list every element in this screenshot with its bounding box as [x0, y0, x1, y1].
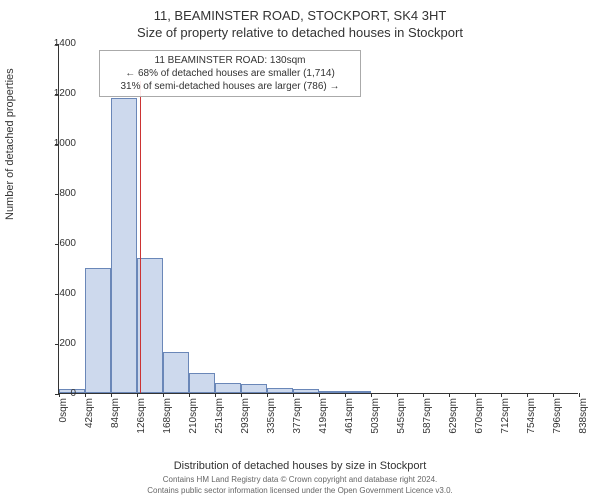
x-tick-label: 0sqm — [58, 398, 69, 438]
x-tick-label: 503sqm — [370, 398, 381, 438]
y-tick-label: 400 — [36, 288, 76, 299]
histogram-bar — [267, 388, 293, 394]
histogram-bar — [85, 268, 111, 393]
x-tick-label: 126sqm — [136, 398, 147, 438]
footer-line2: Contains public sector information licen… — [0, 486, 600, 496]
x-tick-label: 293sqm — [240, 398, 251, 438]
histogram-bar — [137, 258, 163, 393]
histogram-bar — [189, 373, 215, 393]
x-tick-mark — [267, 393, 268, 397]
x-tick-mark — [189, 393, 190, 397]
x-tick-mark — [423, 393, 424, 397]
y-tick-label: 1400 — [36, 38, 76, 49]
x-tick-mark — [137, 393, 138, 397]
x-tick-mark — [111, 393, 112, 397]
x-tick-mark — [215, 393, 216, 397]
histogram-bar — [215, 383, 241, 393]
x-tick-label: 377sqm — [292, 398, 303, 438]
x-tick-mark — [501, 393, 502, 397]
y-tick-label: 800 — [36, 188, 76, 199]
annotation-box: 11 BEAMINSTER ROAD: 130sqm← 68% of detac… — [99, 50, 361, 97]
chart-title-subtitle: Size of property relative to detached ho… — [0, 23, 600, 40]
x-tick-mark — [345, 393, 346, 397]
x-tick-mark — [241, 393, 242, 397]
y-tick-label: 1000 — [36, 138, 76, 149]
footer-attribution: Contains HM Land Registry data © Crown c… — [0, 475, 600, 496]
y-tick-label: 600 — [36, 238, 76, 249]
reference-line — [140, 81, 141, 394]
x-tick-label: 251sqm — [214, 398, 225, 438]
histogram-bar — [293, 389, 319, 393]
x-tick-label: 168sqm — [162, 398, 173, 438]
annotation-line: 11 BEAMINSTER ROAD: 130sqm — [106, 54, 354, 67]
footer-line1: Contains HM Land Registry data © Crown c… — [0, 475, 600, 485]
x-tick-label: 670sqm — [474, 398, 485, 438]
histogram-bar — [241, 384, 267, 393]
chart-area: 11 BEAMINSTER ROAD: 130sqm← 68% of detac… — [58, 44, 578, 394]
x-tick-label: 587sqm — [422, 398, 433, 438]
x-tick-mark — [371, 393, 372, 397]
x-tick-label: 796sqm — [552, 398, 563, 438]
x-tick-label: 754sqm — [526, 398, 537, 438]
x-tick-mark — [527, 393, 528, 397]
x-tick-label: 42sqm — [84, 398, 95, 438]
x-tick-mark — [475, 393, 476, 397]
y-tick-label: 0 — [36, 388, 76, 399]
annotation-line: ← 68% of detached houses are smaller (1,… — [106, 67, 354, 80]
x-tick-label: 461sqm — [344, 398, 355, 438]
x-tick-label: 210sqm — [188, 398, 199, 438]
histogram-bar — [345, 391, 371, 393]
x-tick-label: 419sqm — [318, 398, 329, 438]
x-tick-label: 629sqm — [448, 398, 459, 438]
histogram-bar — [111, 98, 137, 393]
x-tick-label: 545sqm — [396, 398, 407, 438]
x-tick-mark — [163, 393, 164, 397]
annotation-line: 31% of semi-detached houses are larger (… — [106, 80, 354, 93]
x-axis-label: Distribution of detached houses by size … — [0, 460, 600, 472]
x-tick-mark — [293, 393, 294, 397]
x-tick-label: 838sqm — [578, 398, 589, 438]
histogram-bar — [319, 391, 345, 394]
x-tick-mark — [319, 393, 320, 397]
plot-region: 11 BEAMINSTER ROAD: 130sqm← 68% of detac… — [58, 44, 578, 394]
chart-title-address: 11, BEAMINSTER ROAD, STOCKPORT, SK4 3HT — [0, 0, 600, 23]
x-tick-mark — [85, 393, 86, 397]
x-tick-mark — [449, 393, 450, 397]
y-axis-label: Number of detached properties — [4, 68, 16, 220]
x-tick-mark — [553, 393, 554, 397]
histogram-bar — [163, 352, 189, 393]
x-tick-mark — [579, 393, 580, 397]
x-tick-label: 712sqm — [500, 398, 511, 438]
x-tick-mark — [397, 393, 398, 397]
y-tick-label: 1200 — [36, 88, 76, 99]
x-tick-label: 84sqm — [110, 398, 121, 438]
y-tick-label: 200 — [36, 338, 76, 349]
x-tick-label: 335sqm — [266, 398, 277, 438]
